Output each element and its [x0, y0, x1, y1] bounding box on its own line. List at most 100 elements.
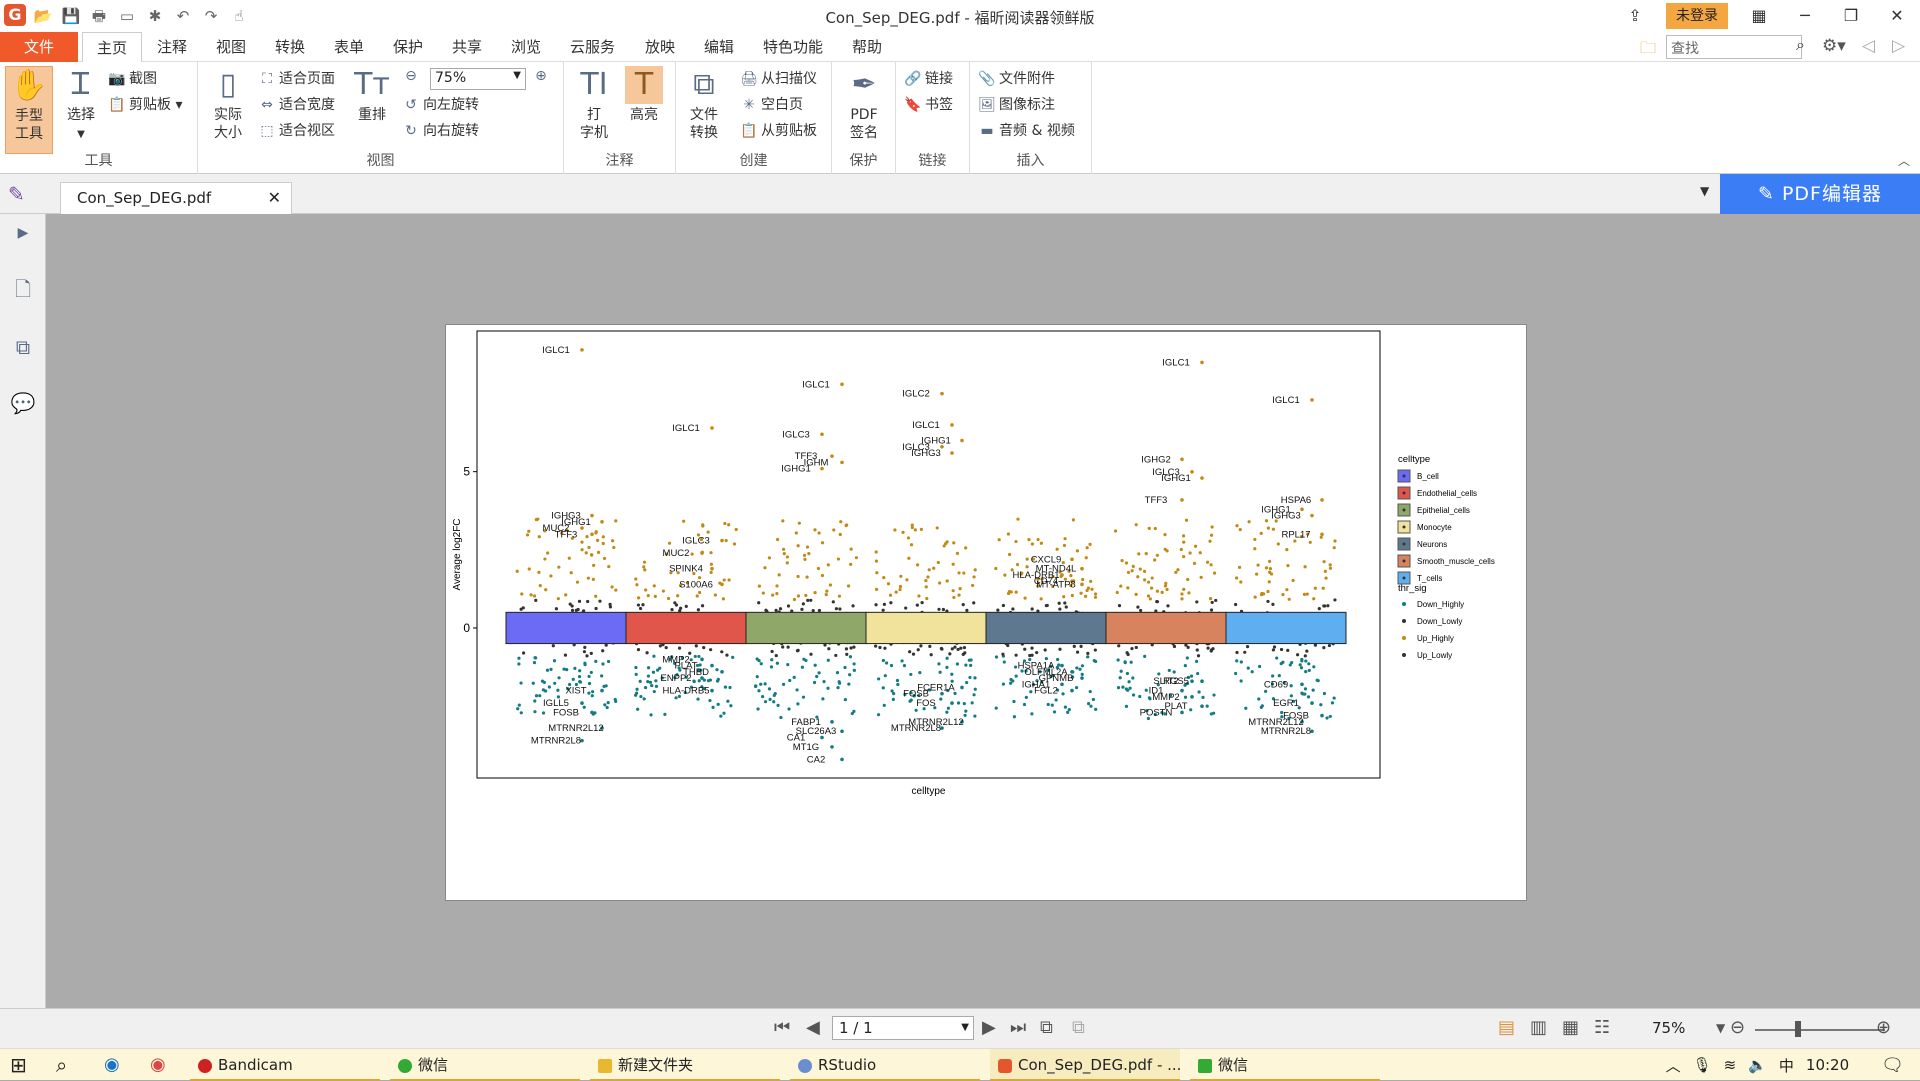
zoom-select[interactable]: 75% ▼ [430, 68, 526, 90]
link-button[interactable]: 🔗 链接 [904, 71, 953, 87]
wifi-icon[interactable]: ≋ [1723, 1056, 1737, 1074]
file-attachment-button[interactable]: 📎 文件附件 [978, 71, 1055, 87]
single-page-icon[interactable]: ▤ [1498, 1017, 1516, 1038]
zoom-slider-thumb[interactable] [1795, 1021, 1801, 1037]
layout-icon[interactable]: ▦ [1751, 6, 1767, 25]
continuous-icon[interactable]: ▥ [1530, 1017, 1548, 1038]
document-view[interactable]: IGLC1 IGHG3 IGHG1 MUC2 TFF3 XIST IGLL5 FOSB MTRN… [46, 214, 1920, 1008]
microphone-icon[interactable]: 🎙 [1692, 1056, 1712, 1074]
menu-edit[interactable]: 编辑 [704, 38, 735, 56]
search-icon[interactable]: ⌕ [1796, 35, 1805, 54]
print-icon[interactable]: 🖶 [91, 7, 107, 25]
document-tab[interactable]: Con_Sep_DEG.pdf ✕ [60, 182, 292, 214]
notification-icon[interactable]: 🗨 [1881, 1054, 1904, 1076]
zoom-out-button[interactable]: ⊖ [402, 68, 423, 84]
rotate-right-button[interactable]: ↻ 向右旋转 [402, 120, 479, 140]
comments-panel-icon[interactable]: 💬 [10, 391, 36, 415]
taskbar-foxit[interactable]: Con_Sep_DEG.pdf - ... [990, 1049, 1181, 1081]
menu-view[interactable]: 视图 [216, 38, 247, 56]
zoom-slider[interactable] [1755, 1029, 1885, 1031]
menu-features[interactable]: 特色功能 [763, 38, 824, 56]
view-icon[interactable]: ⧉ [1072, 1017, 1085, 1038]
bookmark-button[interactable]: 🔖 书签 [904, 97, 953, 113]
new-icon[interactable]: ✱ [148, 7, 162, 25]
select-button[interactable]: Ꮖ 选择 ▼ [58, 66, 104, 144]
collapse-ribbon-icon[interactable]: ︿ [1897, 154, 1910, 168]
from-clipboard-button[interactable]: 📋 从剪贴板 [740, 123, 817, 139]
forward-icon[interactable]: ▷ [1892, 36, 1906, 56]
edge-icon[interactable]: ◉ [104, 1054, 120, 1075]
restore-icon[interactable]: ❐ [1843, 6, 1859, 25]
audio-video-button[interactable]: ▬ 音频 & 视频 [978, 120, 1074, 140]
cover-icon[interactable]: ☷ [1594, 1017, 1611, 1038]
menu-home[interactable]: 主页 [82, 32, 142, 62]
menu-protect[interactable]: 保护 [393, 38, 424, 56]
zoom-out-circle-icon[interactable]: ⊖ [1730, 1017, 1746, 1038]
open-icon[interactable]: 📂 [33, 7, 53, 25]
menu-slideshow[interactable]: 放映 [645, 38, 676, 56]
page-number-input[interactable]: 1 / 1 ▼ [832, 1016, 974, 1040]
share-icon[interactable]: ⇪ [1628, 6, 1642, 25]
last-page-icon[interactable]: ⏭ [1010, 1017, 1027, 1038]
zoom-menu-icon[interactable]: ▼ [1716, 1021, 1726, 1035]
menu-convert[interactable]: 转换 [275, 38, 306, 56]
from-scanner-button[interactable]: 🖨 从扫描仪 [740, 71, 817, 87]
back-icon[interactable]: ◁ [1862, 36, 1876, 56]
tab-list-icon[interactable]: ▼ [1700, 184, 1710, 198]
fit-visible-button[interactable]: ⬚ 适合视区 [258, 120, 335, 140]
menu-form[interactable]: 表单 [334, 38, 365, 56]
search-taskbar-icon[interactable]: ⌕ [56, 1053, 68, 1077]
volume-icon[interactable]: 🔈 [1748, 1056, 1767, 1074]
first-page-icon[interactable]: ⏮ [774, 1017, 791, 1038]
menu-cloud[interactable]: 云服务 [570, 38, 616, 56]
menu-browse[interactable]: 浏览 [511, 38, 542, 56]
typewriter-button[interactable]: TI 打 字机 [572, 66, 616, 142]
blank-page-button[interactable]: ✳ 空白页 [740, 94, 803, 114]
find-folder-icon[interactable]: 🗀 [1640, 38, 1657, 57]
highlight-button[interactable]: T 高亮 [622, 66, 666, 124]
tray-expand-icon[interactable]: ︿ [1665, 1056, 1681, 1075]
taskbar-rstudio[interactable]: RStudio [790, 1049, 980, 1081]
ime-indicator[interactable]: 中 [1778, 1056, 1794, 1075]
prev-page-icon[interactable]: ◀ [806, 1017, 820, 1038]
zoom-in-circle-icon[interactable]: ⊕ [1876, 1017, 1892, 1038]
bookmark-panel-icon[interactable]: 🗋 [14, 277, 32, 301]
actual-size-button[interactable]: ▯ 实际 大小 [206, 66, 250, 142]
search-input[interactable]: 查找 [1666, 35, 1802, 59]
chrome-icon[interactable]: ◉ [150, 1054, 166, 1075]
save-icon[interactable]: 💾 [61, 7, 81, 25]
taskbar-wechat[interactable]: 微信 [390, 1049, 580, 1081]
reflow-button[interactable]: Tт 重排 [354, 67, 390, 123]
rotate-left-button[interactable]: ↺ 向左旋转 [402, 94, 479, 114]
clock[interactable]: 10:20 [1805, 1056, 1850, 1074]
expand-panel-icon[interactable]: ▶ [17, 225, 29, 241]
facing-icon[interactable]: ▦ [1562, 1017, 1580, 1038]
taskbar-wechat-2[interactable]: 微信 [1190, 1049, 1380, 1081]
next-page-icon[interactable]: ▶ [982, 1017, 996, 1038]
panel-toggle-icon[interactable]: ✎ [8, 182, 25, 206]
foxit-app-icon[interactable]: G [4, 4, 26, 26]
pdf-editor-button[interactable]: ✎ PDF编辑器 [1720, 174, 1920, 214]
pages-panel-icon[interactable]: ⧉ [15, 335, 31, 359]
screen-icon[interactable]: ▭ [119, 7, 135, 25]
windows-start-icon[interactable]: ⊞ [10, 1053, 27, 1077]
zoom-in-button[interactable]: ⊕ [532, 68, 553, 84]
menu-help[interactable]: 帮助 [852, 38, 883, 56]
menu-file[interactable]: 文件 [0, 32, 78, 62]
redo-icon[interactable]: ↷ [204, 7, 218, 25]
zoom-level[interactable]: 75% [1652, 1019, 1686, 1037]
undo-icon[interactable]: ↶ [176, 7, 190, 25]
fit-page-button[interactable]: ⛶ 适合页面 [258, 68, 335, 88]
image-annotation-button[interactable]: 🖼 图像标注 [978, 97, 1055, 113]
taskbar-folder[interactable]: 新建文件夹 [590, 1049, 780, 1081]
file-convert-button[interactable]: ⧉ 文件 转换 [680, 66, 728, 142]
taskbar-bandicam[interactable]: Bandicam [190, 1049, 380, 1081]
clipboard-button[interactable]: 📋 剪贴板 ▾ [108, 97, 183, 113]
screenshot-button[interactable]: 📷 截图 [108, 71, 157, 87]
gear-icon[interactable]: ⚙▾ [1822, 36, 1846, 56]
fit-width-button[interactable]: ⇔ 适合宽度 [258, 94, 335, 114]
fit-icon[interactable]: ⧉ [1040, 1017, 1053, 1038]
menu-share[interactable]: 共享 [452, 38, 483, 56]
close-icon[interactable]: ✕ [1890, 6, 1904, 25]
hand-quick-icon[interactable]: ☝ [234, 7, 244, 25]
